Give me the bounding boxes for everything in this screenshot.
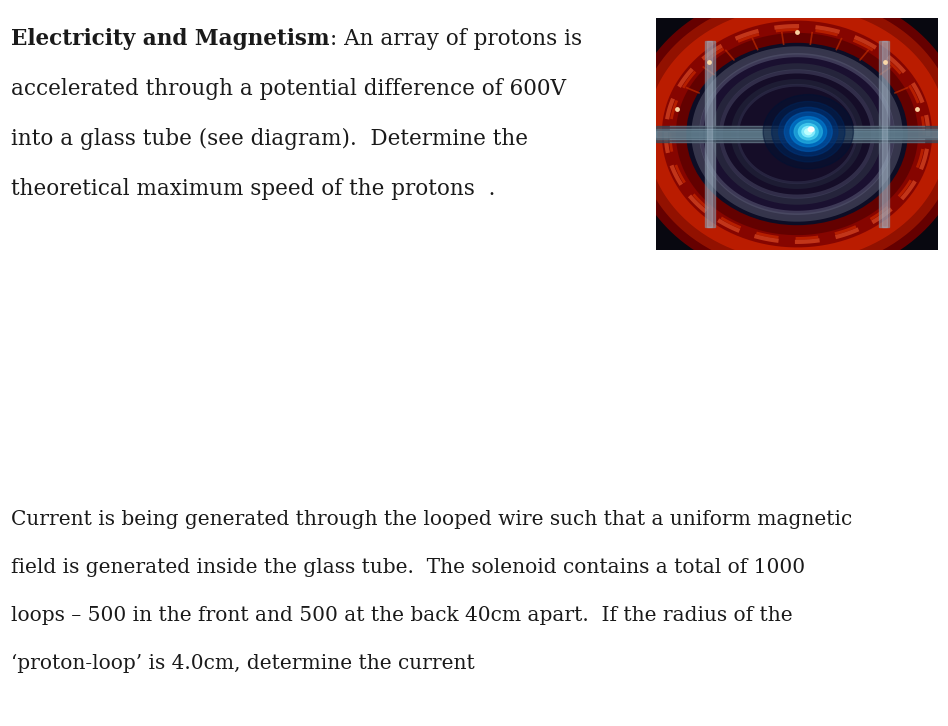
Circle shape xyxy=(790,117,827,147)
Circle shape xyxy=(772,102,845,162)
Bar xyxy=(707,41,712,227)
Circle shape xyxy=(712,65,882,203)
Text: accelerated through a potential difference of 600V: accelerated through a potential differen… xyxy=(11,78,567,100)
Text: Electricity and Magnetism: Electricity and Magnetism xyxy=(11,28,330,50)
Text: Current is being generated through the looped wire such that a uniform magnetic: Current is being generated through the l… xyxy=(11,510,852,529)
Circle shape xyxy=(798,123,818,140)
Circle shape xyxy=(794,120,822,143)
Circle shape xyxy=(763,94,853,169)
Bar xyxy=(704,41,715,227)
Text: : An array of protons is: : An array of protons is xyxy=(330,28,582,50)
Circle shape xyxy=(805,129,811,134)
Circle shape xyxy=(687,44,907,224)
Circle shape xyxy=(778,107,838,156)
Text: ‘proton-loop’ is 4.0cm, determine the current: ‘proton-loop’ is 4.0cm, determine the cu… xyxy=(11,654,475,673)
Bar xyxy=(656,129,938,139)
Circle shape xyxy=(784,112,832,152)
Bar xyxy=(882,41,887,227)
Text: theoretical maximum speed of the protons  .: theoretical maximum speed of the protons… xyxy=(11,178,496,200)
Text: field is generated inside the glass tube.  The solenoid contains a total of 1000: field is generated inside the glass tube… xyxy=(11,558,806,577)
Bar xyxy=(656,131,938,137)
Bar xyxy=(880,41,889,227)
Bar xyxy=(656,126,938,142)
Text: loops – 500 in the front and 500 at the back 40cm apart.  If the radius of the: loops – 500 in the front and 500 at the … xyxy=(11,606,793,625)
Text: into a glass tube (see diagram).  Determine the: into a glass tube (see diagram). Determi… xyxy=(11,128,528,150)
Circle shape xyxy=(809,127,814,131)
Circle shape xyxy=(696,51,899,218)
Circle shape xyxy=(802,126,814,137)
